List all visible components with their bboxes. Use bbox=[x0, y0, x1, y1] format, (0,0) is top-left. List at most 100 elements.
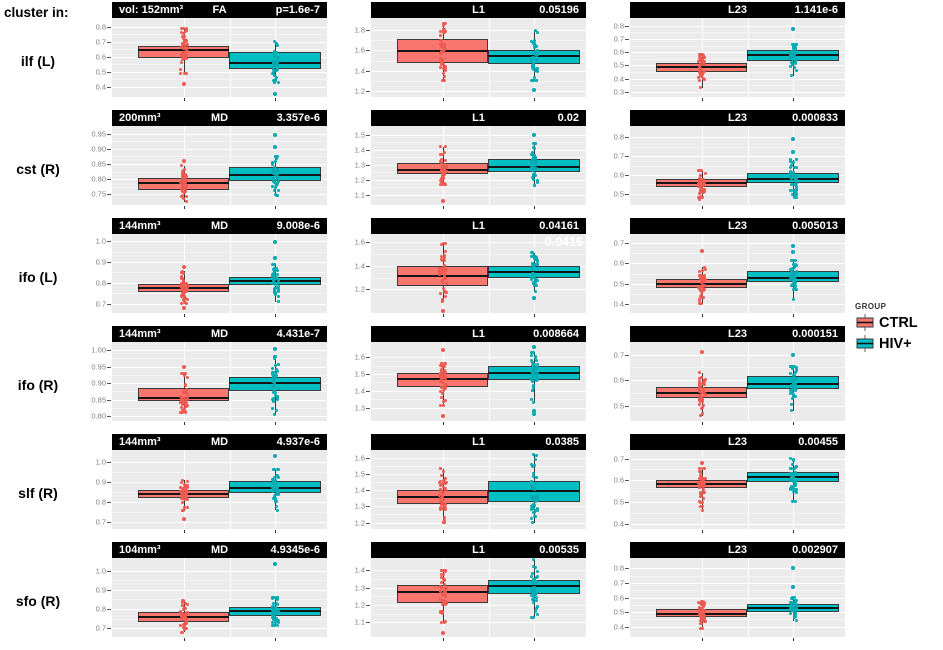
ctrl-point bbox=[444, 69, 448, 73]
panel-header: L1 0.008664 bbox=[371, 326, 586, 342]
x-axis-tick bbox=[793, 638, 795, 641]
y-tick-label: 1.5 bbox=[354, 130, 365, 140]
hiv-point bbox=[530, 165, 534, 169]
x-axis-tick bbox=[793, 98, 795, 101]
legend-entry-ctrl: CTRL bbox=[855, 314, 941, 331]
ctrl-point bbox=[185, 485, 189, 489]
hiv-point bbox=[793, 46, 797, 50]
ctrl-point bbox=[698, 73, 702, 77]
ctrl-point bbox=[184, 178, 188, 182]
hiv-point bbox=[535, 362, 539, 366]
panel-header: L1 0.00535 bbox=[371, 542, 586, 558]
ctrl-point bbox=[182, 395, 186, 399]
y-tick-mark bbox=[625, 243, 629, 245]
ctrl-point bbox=[444, 241, 448, 245]
hiv-point bbox=[792, 607, 796, 611]
x-axis-tick bbox=[275, 638, 277, 641]
hiv-point bbox=[275, 175, 279, 179]
y-tick-mark bbox=[107, 589, 111, 591]
hiv-point bbox=[275, 602, 279, 606]
minor-gridline bbox=[630, 512, 845, 514]
ctrl-point bbox=[697, 302, 701, 306]
y-tick-label: 0.7 bbox=[613, 453, 624, 463]
y-tick-label: 0.9 bbox=[95, 257, 106, 267]
ctrl-point bbox=[185, 497, 189, 501]
hiv-point bbox=[272, 606, 276, 610]
ctrl-point bbox=[698, 612, 701, 616]
hiv-point bbox=[270, 163, 274, 167]
ctrl-point bbox=[185, 391, 189, 395]
ctrl-point bbox=[444, 508, 448, 512]
ctrl-point bbox=[698, 197, 702, 201]
y-axis: 1.6 1.5 1.4 1.3 1.2 bbox=[335, 450, 371, 529]
hiv-point bbox=[535, 378, 539, 382]
minor-gridline bbox=[112, 156, 327, 158]
hiv-point bbox=[794, 603, 798, 607]
x-axis-tick bbox=[275, 314, 277, 317]
hiv-point bbox=[270, 485, 274, 489]
minor-gridline bbox=[112, 472, 327, 473]
panel-pvalue-label: 0.05196 bbox=[539, 4, 579, 16]
ctrl-point bbox=[182, 391, 186, 395]
tract-label: ifo (L) bbox=[18, 269, 58, 285]
y-tick-label: 0.90 bbox=[91, 378, 106, 388]
y-tick-mark bbox=[625, 568, 629, 570]
ctrl-point bbox=[701, 62, 705, 66]
hiv-point bbox=[533, 509, 537, 513]
ctrl-point bbox=[180, 286, 184, 290]
minor-gridline bbox=[371, 254, 586, 256]
hiv-point bbox=[794, 382, 798, 386]
ctrl-point bbox=[701, 397, 705, 401]
ctrl-point bbox=[701, 380, 705, 384]
y-tick-mark bbox=[625, 137, 629, 139]
ctrl-point bbox=[183, 296, 187, 300]
major-gridline bbox=[371, 90, 586, 92]
hiv-point bbox=[271, 398, 275, 402]
ctrl-point bbox=[441, 166, 445, 170]
ctrl-point bbox=[440, 280, 444, 284]
y-tick-label: 0.6 bbox=[613, 170, 624, 180]
ctrl-point bbox=[441, 404, 445, 408]
minor-gridline bbox=[112, 580, 327, 582]
hiv-point bbox=[531, 251, 535, 255]
panel-pvalue-label: 0.02 bbox=[557, 112, 579, 124]
major-gridline bbox=[371, 522, 586, 524]
panel-pvalue-label: 1.141e-6 bbox=[794, 4, 838, 16]
hiv-point bbox=[789, 409, 793, 413]
ctrl-point bbox=[697, 168, 701, 172]
y-tick-label: 1.2 bbox=[354, 284, 365, 294]
major-gridline bbox=[112, 163, 327, 165]
y-tick-label: 0.5 bbox=[613, 607, 624, 617]
y-tick-label: 1.6 bbox=[354, 453, 365, 463]
ctrl-point bbox=[697, 181, 701, 185]
hiv-point bbox=[274, 374, 278, 378]
hiv-point bbox=[531, 581, 535, 585]
major-gridline bbox=[371, 194, 586, 196]
hiv-point bbox=[273, 40, 277, 44]
ctrl-point bbox=[701, 178, 705, 182]
ctrl-point bbox=[180, 615, 184, 619]
hiv-point bbox=[531, 374, 535, 378]
ctrl-point bbox=[185, 611, 189, 615]
ctrl-point bbox=[441, 400, 445, 404]
y-tick-mark bbox=[366, 373, 370, 375]
hiv-point bbox=[276, 396, 280, 400]
hiv-point bbox=[533, 157, 537, 161]
ctrl-point bbox=[699, 470, 703, 474]
hiv-point bbox=[789, 270, 793, 274]
legend-label-ctrl: CTRL bbox=[879, 314, 918, 331]
ctrl-point bbox=[440, 50, 444, 54]
hiv-point bbox=[530, 495, 534, 498]
ctrl-point bbox=[439, 372, 443, 376]
y-tick-label: 0.8 bbox=[95, 497, 106, 507]
minor-gridline bbox=[630, 590, 845, 592]
hiv-point bbox=[789, 364, 793, 368]
hiv-point bbox=[534, 52, 538, 56]
hiv-point bbox=[271, 373, 275, 377]
hiv-point bbox=[791, 258, 795, 262]
hiv-point bbox=[276, 182, 280, 186]
panel-body: 0.95 0.90 0.85 0.80 0.75 bbox=[76, 126, 327, 209]
ctrl-outlier-point bbox=[700, 350, 705, 355]
ctrl-point bbox=[438, 467, 442, 471]
ctrl-point bbox=[441, 503, 445, 507]
